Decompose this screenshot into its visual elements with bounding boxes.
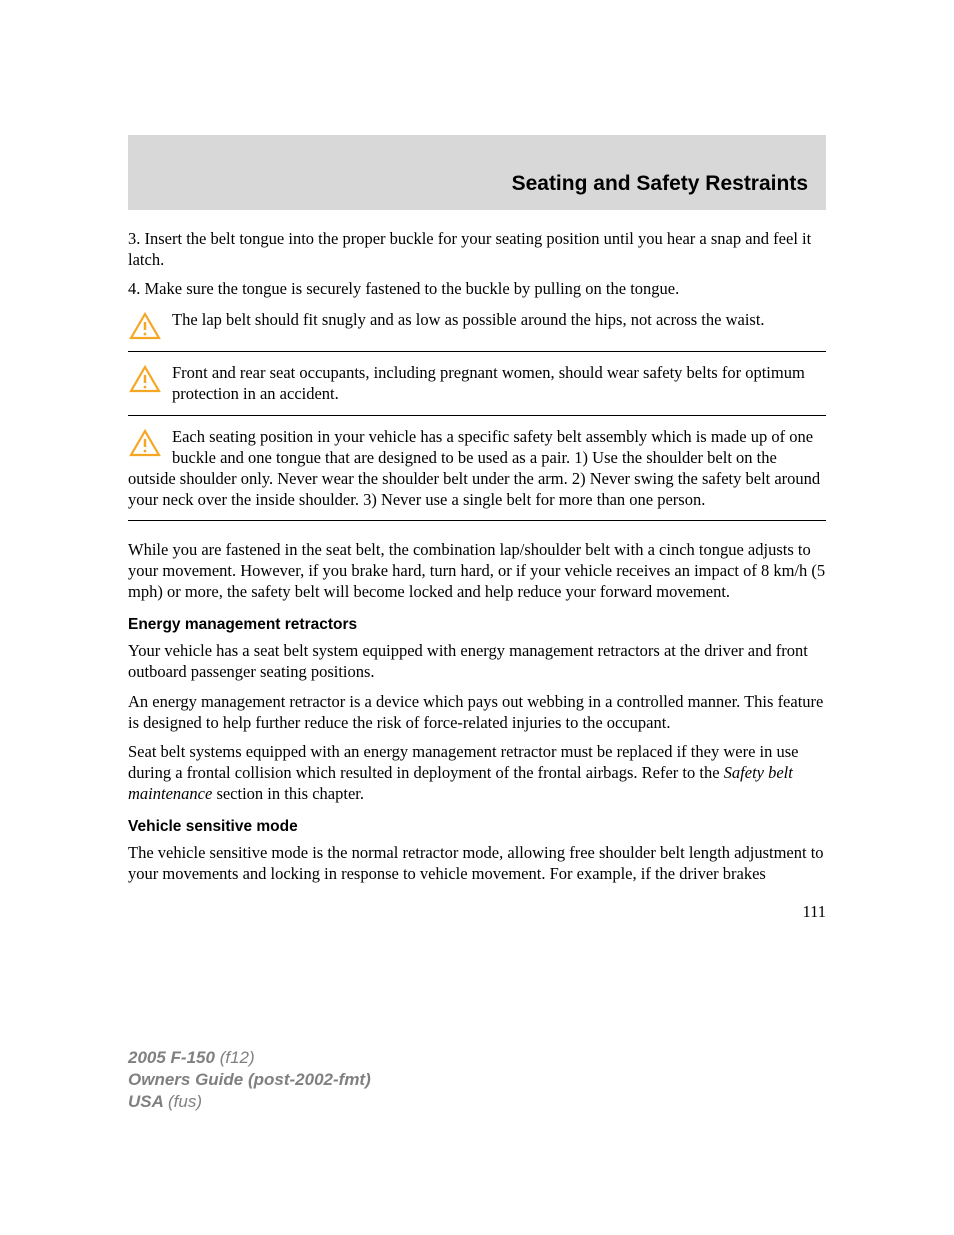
warning-divider-2 <box>128 415 826 416</box>
footer-block: 2005 F-150 (f12) Owners Guide (post-2002… <box>128 1047 371 1113</box>
p6-part-b: section in this chapter. <box>212 784 364 803</box>
footer-code-2: (fus) <box>168 1092 202 1111</box>
warning-3-text: Each seating position in your vehicle ha… <box>128 427 820 509</box>
p6-part-a: Seat belt systems equipped with an energ… <box>128 742 798 782</box>
warning-1-text: The lap belt should fit snugly and as lo… <box>172 309 765 330</box>
step-3-text: 3. Insert the belt tongue into the prope… <box>128 228 826 270</box>
section-header-bar: Seating and Safety Restraints <box>128 135 826 210</box>
warning-triangle-icon <box>128 311 162 341</box>
heading-energy-retractors: Energy management retractors <box>128 616 826 634</box>
warning-block-3: Each seating position in your vehicle ha… <box>128 426 826 510</box>
warning-triangle-icon <box>128 364 162 394</box>
footer-model: 2005 F-150 <box>128 1048 220 1067</box>
page-number: 111 <box>128 902 826 922</box>
page-container: Seating and Safety Restraints 3. Insert … <box>0 0 954 922</box>
energy-paragraph-3: Seat belt systems equipped with an energ… <box>128 741 826 804</box>
vehicle-sensitive-paragraph: The vehicle sensitive mode is the normal… <box>128 842 826 884</box>
footer-line-1: 2005 F-150 (f12) <box>128 1047 371 1069</box>
heading-vehicle-sensitive: Vehicle sensitive mode <box>128 818 826 836</box>
section-title: Seating and Safety Restraints <box>512 172 808 196</box>
warning-block-1: The lap belt should fit snugly and as lo… <box>128 309 826 341</box>
warning-divider-1 <box>128 351 826 352</box>
warning-2-text: Front and rear seat occupants, including… <box>172 362 826 404</box>
warning-block-2: Front and rear seat occupants, including… <box>128 362 826 404</box>
footer-line-2: Owners Guide (post-2002-fmt) <box>128 1069 371 1091</box>
footer-code-1: (f12) <box>220 1048 255 1067</box>
footer-line-3: USA (fus) <box>128 1091 371 1113</box>
warning-triangle-icon <box>128 428 162 458</box>
energy-paragraph-1: Your vehicle has a seat belt system equi… <box>128 640 826 682</box>
energy-paragraph-2: An energy management retractor is a devi… <box>128 691 826 733</box>
step-4-text: 4. Make sure the tongue is securely fast… <box>128 278 826 299</box>
footer-region: USA <box>128 1092 168 1111</box>
cinch-tongue-paragraph: While you are fastened in the seat belt,… <box>128 539 826 602</box>
